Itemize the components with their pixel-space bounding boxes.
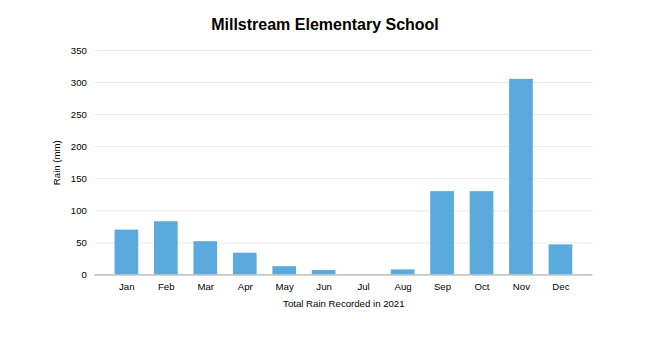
svg-text:Sep: Sep — [434, 281, 451, 292]
svg-text:Nov: Nov — [513, 281, 530, 292]
svg-text:Aug: Aug — [394, 281, 411, 292]
svg-text:Jun: Jun — [316, 281, 332, 292]
svg-text:Rain (mm): Rain (mm) — [51, 140, 62, 185]
svg-text:Feb: Feb — [158, 281, 175, 292]
svg-text:150: 150 — [71, 173, 87, 184]
svg-text:200: 200 — [71, 141, 87, 152]
svg-text:Oct: Oct — [474, 281, 489, 292]
svg-text:May: May — [276, 281, 294, 292]
svg-text:50: 50 — [76, 237, 87, 248]
svg-text:300: 300 — [71, 77, 87, 88]
svg-text:350: 350 — [71, 45, 87, 56]
svg-text:Mar: Mar — [197, 281, 214, 292]
html-text:Millstream Elementary School: Millstream Elementary School — [211, 16, 439, 33]
svg-text:Dec: Dec — [552, 281, 569, 292]
svg-text:250: 250 — [71, 109, 87, 120]
svg-text:100: 100 — [71, 205, 87, 216]
svg-text:Apr: Apr — [238, 281, 254, 292]
svg-text:Jan: Jan — [119, 281, 135, 292]
svg-text:Total Rain Recorded in 2021: Total Rain Recorded in 2021 — [283, 298, 404, 309]
svg-text:0: 0 — [82, 269, 87, 280]
svg-text:Jul: Jul — [357, 281, 369, 292]
